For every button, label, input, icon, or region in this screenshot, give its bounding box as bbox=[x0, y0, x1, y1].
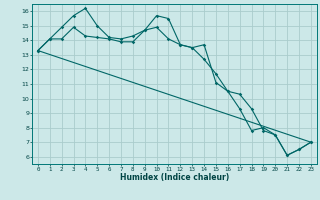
X-axis label: Humidex (Indice chaleur): Humidex (Indice chaleur) bbox=[120, 173, 229, 182]
